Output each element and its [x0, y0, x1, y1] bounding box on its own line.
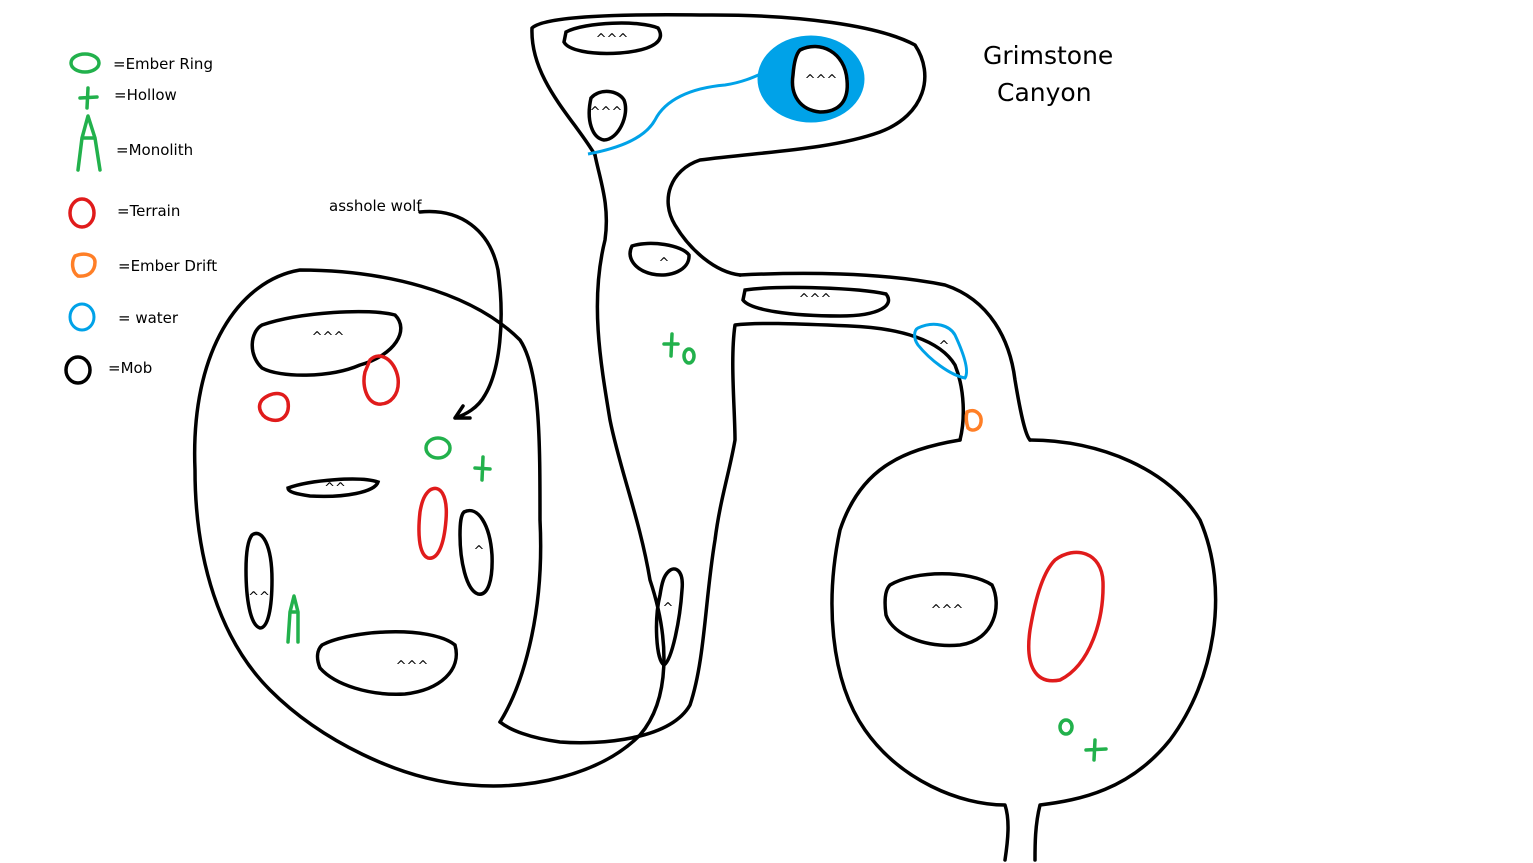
west-chamber-outline: [192, 153, 666, 788]
mob-label: ^: [474, 544, 485, 559]
mob-label: ^: [659, 256, 670, 271]
terrain-features: [257, 354, 1105, 683]
ember-ring-icon: [69, 52, 101, 74]
ember-ring-east: [1058, 718, 1074, 736]
terrain-west-1: [362, 354, 400, 406]
water-features: [587, 35, 969, 380]
monolith-icon: [76, 114, 102, 172]
hollows: [473, 332, 1108, 762]
east-exit-left: [830, 438, 1010, 862]
mob-west-3: [458, 508, 494, 596]
legend-label: =Mob: [108, 359, 152, 377]
mob-label: ^^^: [805, 73, 838, 88]
mob-label: ^^^: [396, 659, 429, 674]
mob-label: ^: [939, 339, 950, 354]
mob-top-lake: [790, 44, 849, 114]
mob-pass-1: [628, 241, 691, 277]
mob-label: ^: [663, 601, 674, 616]
hollow-icon: [78, 86, 99, 110]
monolith-west: [286, 594, 300, 644]
ember-ring-pass: [682, 347, 696, 365]
terrain-west-3: [417, 486, 449, 560]
mob-west-5: [315, 630, 458, 696]
legend-label: =Monolith: [116, 141, 193, 159]
terrain-east-1: [1027, 550, 1105, 683]
mob-east-1: [883, 572, 998, 648]
hollow-east: [1084, 738, 1108, 762]
map-title: Grimstone Canyon: [983, 41, 1113, 107]
annotation-text: asshole wolf: [329, 197, 422, 215]
canyon-outline: [192, 13, 1218, 862]
mob-top-1: [562, 21, 663, 56]
ember-rings: [424, 347, 1074, 736]
mob-label: ^^: [324, 481, 346, 496]
mob-top-2: [587, 89, 628, 142]
ember-ring-west: [424, 436, 452, 460]
mob-west-2: [286, 477, 381, 499]
annotation-arrow: [418, 209, 503, 420]
hollow-west: [473, 455, 492, 482]
wolf-annotation: asshole wolf: [329, 197, 503, 420]
terrain-icon: [68, 197, 96, 229]
ember-drift-icon: [70, 252, 97, 278]
legend: =Ember Ring =Hollow =Monolith =Terrain =…: [64, 52, 217, 385]
mob-label: ^^^: [799, 292, 832, 307]
terrain-west-2: [257, 391, 291, 423]
legend-label: = water: [118, 309, 179, 327]
legend-label: =Ember Ring: [113, 55, 213, 73]
top-chamber-outline: [530, 13, 927, 277]
pass-bottom-edge: [498, 321, 966, 745]
mob-label: ^^^: [312, 330, 345, 345]
ember-drift-pass: [964, 409, 983, 432]
mob-corridor: [654, 567, 685, 668]
mob-label: ^^^: [590, 105, 623, 120]
mob-west-4: [244, 531, 274, 630]
mobs: ^^^ ^^^ ^^^ ^ ^^^ ^ ^ ^^^ ^^ ^ ^^ ^^^ ^^…: [244, 21, 998, 696]
mob-label: ^^^: [596, 32, 629, 47]
mob-icon: [64, 355, 92, 385]
water-stream: [587, 70, 766, 156]
title-line-1: Grimstone: [983, 41, 1113, 70]
legend-label: =Terrain: [117, 202, 180, 220]
water-icon: [68, 302, 96, 332]
pass-top-edge: [738, 271, 1032, 442]
legend-label: =Ember Drift: [118, 257, 217, 275]
mob-pass-2: [741, 285, 891, 318]
legend-label: =Hollow: [114, 86, 177, 104]
hollow-pass: [662, 332, 680, 358]
east-chamber-outline: [1028, 438, 1218, 862]
mob-label: ^^: [248, 590, 270, 605]
mob-label: ^^^: [931, 603, 964, 618]
title-line-2: Canyon: [997, 78, 1092, 107]
water-pool: [913, 322, 969, 380]
mob-west-1: [250, 309, 403, 377]
